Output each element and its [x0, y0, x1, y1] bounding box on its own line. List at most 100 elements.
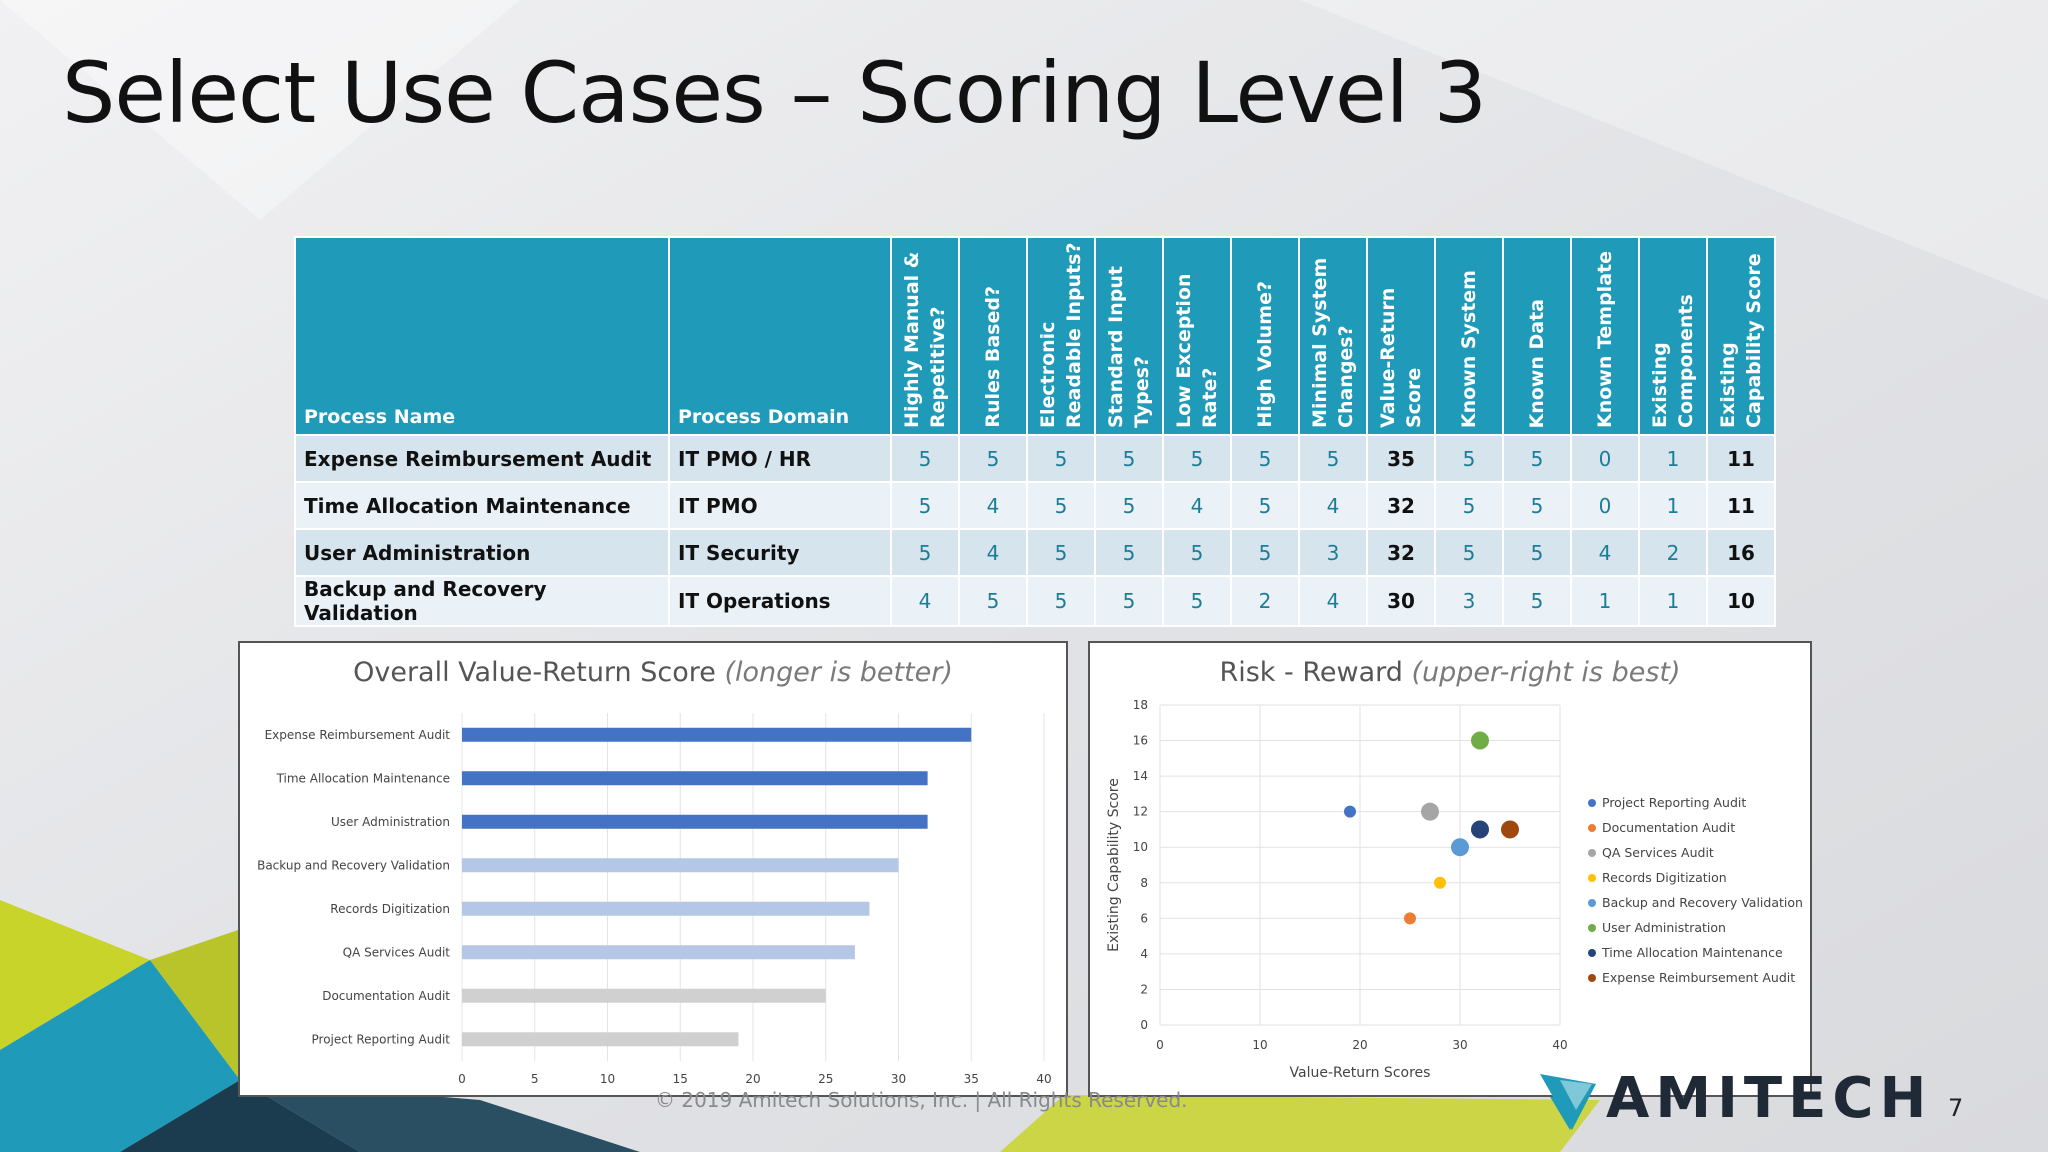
- bar-chart-title-sub: (longer is better): [724, 657, 953, 688]
- scatter-point-3: [1434, 876, 1446, 889]
- column-header: Known Data: [1502, 236, 1572, 436]
- bar-category-label: Backup and Recovery Validation: [257, 858, 450, 872]
- scatter-point-1: [1404, 912, 1416, 925]
- process-domain-cell: IT PMO: [668, 481, 892, 530]
- table-row: User Administration IT Security 5 4 5 5 5 5 3 32 5…: [294, 528, 1776, 577]
- column-header: Highly Manual & Repetitive?: [890, 236, 960, 436]
- score-total-cell: 11: [1706, 434, 1776, 483]
- score-cell: 1: [1638, 575, 1708, 627]
- scatter-x-tick-label: 0: [1156, 1038, 1164, 1052]
- score-total-cell: 16: [1706, 528, 1776, 577]
- column-header: Known Template: [1570, 236, 1640, 436]
- legend-entry: User Administration: [1602, 920, 1726, 935]
- score-cell: 0: [1570, 434, 1640, 483]
- process-domain-cell: IT Operations: [668, 575, 892, 627]
- footer-copyright: © 2019 Amitech Solutions, Inc. | All Rig…: [655, 1088, 1188, 1112]
- score-cell: 5: [1502, 481, 1572, 530]
- scatter-chart-title-main: Risk - Reward: [1219, 657, 1403, 688]
- bar-5: [462, 945, 855, 960]
- bar-category-label: QA Services Audit: [343, 945, 451, 959]
- scatter-point-2: [1421, 802, 1439, 821]
- score-cell: 1: [1570, 575, 1640, 627]
- score-cell: 4: [1570, 528, 1640, 577]
- legend-marker: [1588, 974, 1596, 982]
- process-domain-cell: IT Security: [668, 528, 892, 577]
- score-cell: 5: [890, 528, 960, 577]
- scatter-y-tick-label: 12: [1133, 805, 1148, 819]
- slide-title: Select Use Cases – Scoring Level 3: [62, 44, 1487, 142]
- scores-table-container: Process Name Process Domain Highly Manua…: [294, 236, 1776, 627]
- amitech-logo-icon: [1540, 1074, 1596, 1130]
- process-domain-cell: IT PMO / HR: [668, 434, 892, 483]
- score-total-cell: 32: [1366, 528, 1436, 577]
- scatter-point-4: [1451, 838, 1469, 857]
- score-cell: 5: [890, 434, 960, 483]
- table-body: Expense Reimbursement Audit IT PMO / HR 5 5…: [294, 434, 1776, 627]
- score-total-cell: 30: [1366, 575, 1436, 627]
- column-header: Minimal System Changes?: [1298, 236, 1368, 436]
- scatter-y-axis-label: Existing Capability Score: [1106, 778, 1122, 952]
- score-total-cell: 32: [1366, 481, 1436, 530]
- process-name-cell: Expense Reimbursement Audit: [294, 434, 670, 483]
- bar-x-tick-label: 0: [458, 1072, 466, 1086]
- bar-category-label: Documentation Audit: [322, 989, 450, 1003]
- legend-marker: [1588, 874, 1596, 882]
- score-cell: 1: [1638, 481, 1708, 530]
- table-row: Time Allocation Maintenance IT PMO 5 4 5 5 4 5 4…: [294, 481, 1776, 530]
- column-header: Known System: [1434, 236, 1504, 436]
- legend-marker: [1588, 949, 1596, 957]
- scatter-point-0: [1344, 805, 1356, 818]
- bar-x-tick-label: 20: [745, 1072, 760, 1086]
- score-cell: 5: [1026, 481, 1096, 530]
- column-header: Process Domain: [668, 236, 892, 436]
- bar-category-label: Project Reporting Audit: [312, 1032, 451, 1046]
- score-cell: 4: [958, 481, 1028, 530]
- score-cell: 5: [1162, 528, 1232, 577]
- score-cell: 3: [1434, 575, 1504, 627]
- scores-table: Process Name Process Domain Highly Manua…: [294, 236, 1776, 627]
- scatter-point-5: [1471, 731, 1489, 750]
- score-cell: 5: [1434, 481, 1504, 530]
- legend-entry: Documentation Audit: [1602, 820, 1735, 835]
- scatter-y-tick-label: 0: [1140, 1018, 1148, 1032]
- score-cell: 4: [958, 528, 1028, 577]
- column-header: Rules Based?: [958, 236, 1028, 436]
- score-cell: 5: [1502, 528, 1572, 577]
- bar-category-label: Records Digitization: [330, 902, 450, 916]
- scatter-y-tick-label: 2: [1140, 982, 1148, 996]
- bar-chart-plot: 0 5 10 15 20 25 30 35 40 Expense Reimbursement Au…: [257, 713, 1052, 1086]
- scatter-x-axis-label: Value-Return Scores: [1290, 1065, 1431, 1081]
- bar-x-tick-label: 30: [891, 1072, 906, 1086]
- process-name-cell: Time Allocation Maintenance: [294, 481, 670, 530]
- bar-6: [462, 988, 826, 1003]
- bar-7: [462, 1032, 739, 1047]
- score-cell: 4: [1298, 481, 1368, 530]
- bar-category-label: Expense Reimbursement Audit: [265, 728, 451, 742]
- score-cell: 4: [1298, 575, 1368, 627]
- bar-x-tick-label: 15: [673, 1072, 688, 1086]
- table-row: Backup and Recovery Validation IT Operati…: [294, 575, 1776, 627]
- page-number: 7: [1948, 1094, 1964, 1122]
- scatter-chart-plot: 0 10 20 30 40 0 2 4 6 8 10 12 14 16 18 Value-Return Sco…: [1106, 698, 1803, 1081]
- scatter-chart-title-sub: (upper-right is best): [1411, 657, 1681, 688]
- score-cell: 5: [1434, 528, 1504, 577]
- column-header: Existing Components: [1638, 236, 1708, 436]
- column-header: Low Exception Rate?: [1162, 236, 1232, 436]
- score-cell: 5: [1230, 481, 1300, 530]
- scatter-y-tick-label: 8: [1140, 876, 1148, 890]
- bar-0: [462, 727, 972, 742]
- score-cell: 5: [1230, 434, 1300, 483]
- bar-x-tick-label: 10: [600, 1072, 615, 1086]
- legend-marker: [1588, 924, 1596, 932]
- score-cell: 0: [1570, 481, 1640, 530]
- score-cell: 5: [1026, 575, 1096, 627]
- amitech-logo-text: AMITECH: [1606, 1066, 1933, 1131]
- score-cell: 5: [1434, 434, 1504, 483]
- score-cell: 4: [1162, 481, 1232, 530]
- table-row: Expense Reimbursement Audit IT PMO / HR 5 5…: [294, 434, 1776, 483]
- score-cell: 5: [1162, 575, 1232, 627]
- score-cell: 2: [1638, 528, 1708, 577]
- scatter-y-tick-label: 16: [1133, 734, 1148, 748]
- legend-entry: Backup and Recovery Validation: [1602, 895, 1803, 910]
- process-name-cell: User Administration: [294, 528, 670, 577]
